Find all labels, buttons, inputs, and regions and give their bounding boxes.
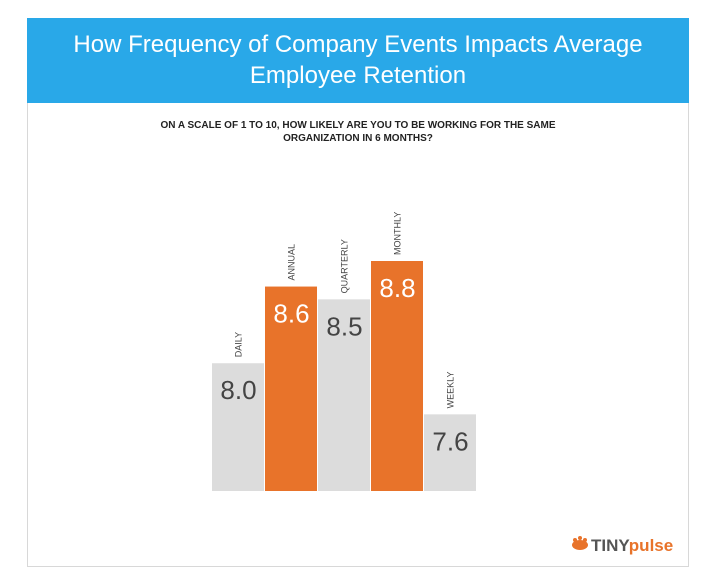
logo-text: TINYpulse (591, 536, 673, 555)
logo-suffix: pulse (629, 536, 673, 555)
value-label: 8.6 (273, 299, 309, 329)
value-label: 8.0 (220, 375, 256, 405)
category-label: MONTHLY (393, 212, 403, 255)
bar (424, 414, 476, 491)
subtitle: ORGANIZATION IN 6 MONTHS? (283, 133, 433, 144)
category-label: WEEKLY (446, 371, 456, 408)
category-label: ANNUAL (287, 244, 297, 281)
logo-icon (578, 536, 582, 540)
category-label: QUARTERLY (340, 239, 350, 293)
value-label: 7.6 (432, 426, 468, 456)
bar (318, 299, 370, 491)
category-label: DAILY (234, 332, 244, 357)
logo-prefix: TINY (591, 536, 630, 555)
subtitle: ON A SCALE OF 1 TO 10, HOW LIKELY ARE YO… (160, 120, 555, 131)
logo: TINYpulse (572, 536, 673, 555)
bar (371, 261, 423, 491)
value-label: 8.8 (379, 273, 415, 303)
chart-title: How Frequency of Company Events Impacts … (73, 31, 642, 58)
logo-icon (583, 538, 587, 542)
header (27, 18, 689, 103)
value-label: 8.5 (326, 311, 362, 341)
bar (265, 286, 317, 491)
bar (212, 363, 264, 491)
logo-icon (573, 538, 577, 542)
chart-title: Employee Retention (250, 62, 466, 89)
logo-icon (572, 540, 588, 550)
